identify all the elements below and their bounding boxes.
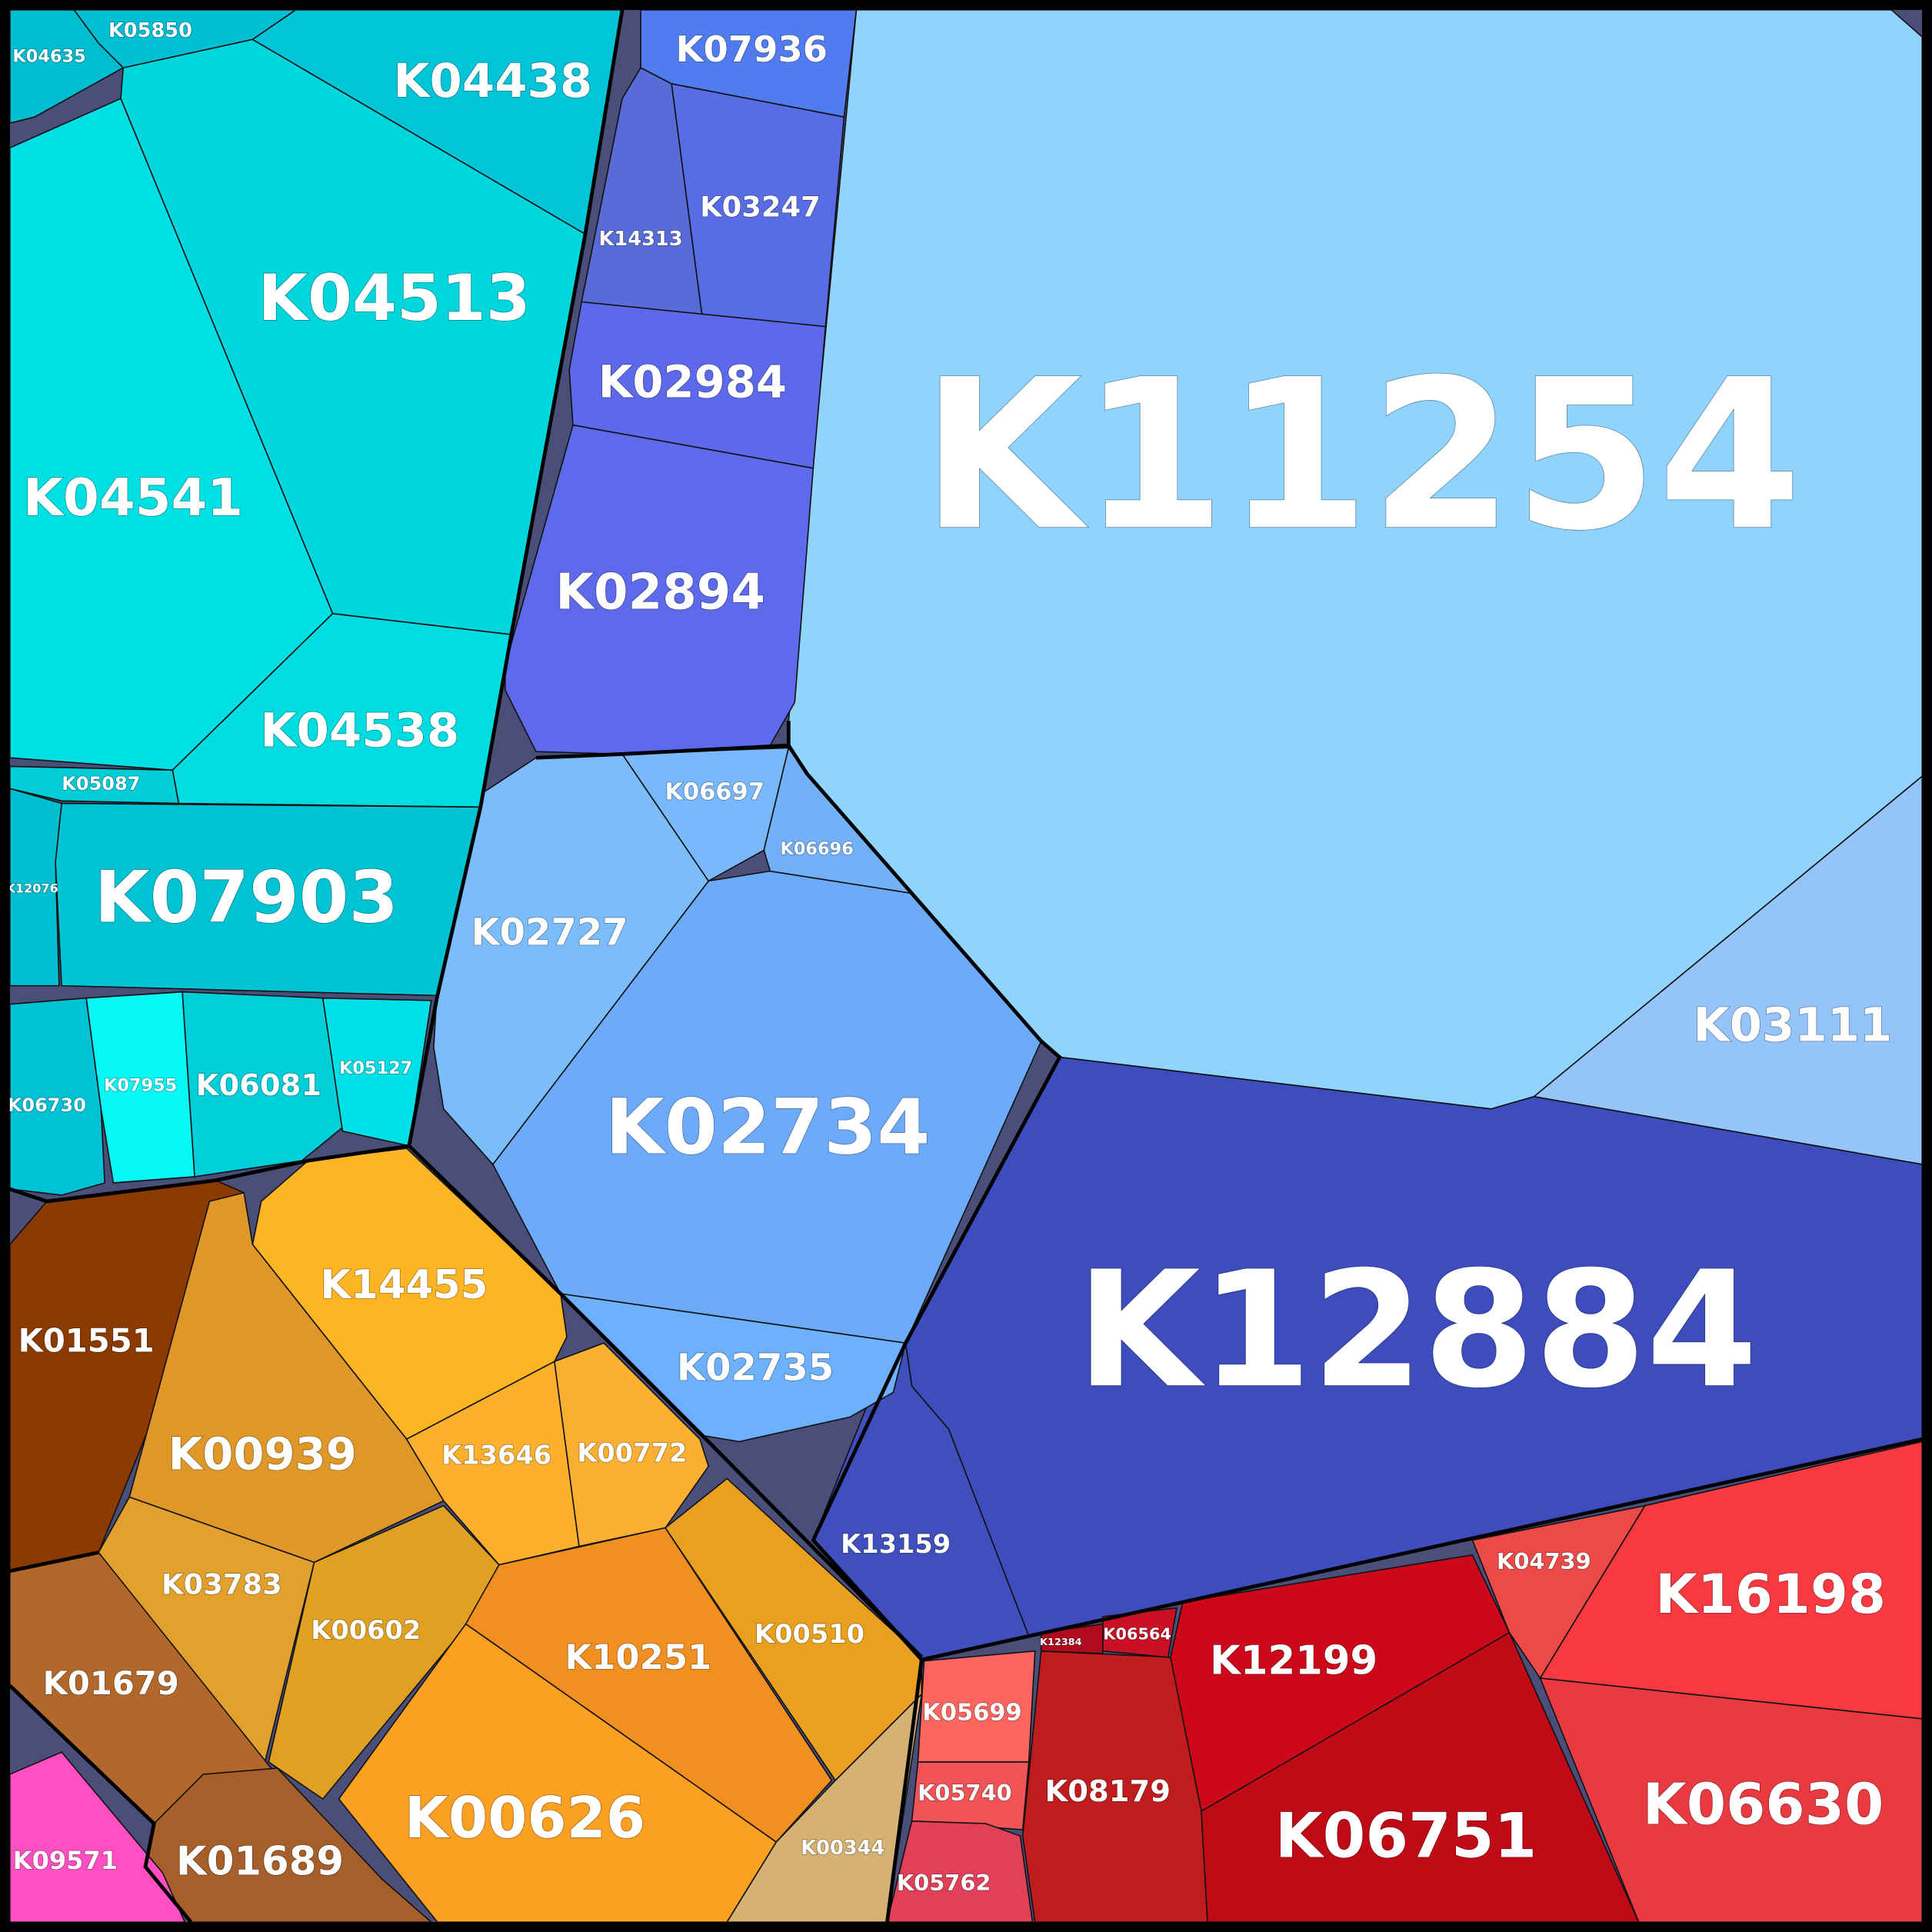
cell-label: K05127 xyxy=(339,1058,412,1078)
cell xyxy=(886,1820,1034,1923)
cell-label: K04635 xyxy=(12,47,85,67)
cell-label: K07936 xyxy=(675,28,828,70)
cell-label: K07955 xyxy=(104,1075,177,1095)
cell-label: K05762 xyxy=(897,1870,991,1896)
group-border xyxy=(8,1684,193,1924)
cell-label: K00602 xyxy=(311,1615,421,1645)
cell-label: K06564 xyxy=(1103,1624,1171,1643)
cell-label: K02894 xyxy=(555,565,765,621)
cell-label: K02727 xyxy=(471,911,628,954)
cell-label: K11254 xyxy=(921,335,1802,576)
cell-label: K06630 xyxy=(1643,1772,1884,1837)
cell-label: K05699 xyxy=(922,1699,1021,1726)
cell xyxy=(465,1527,833,1844)
group-border xyxy=(787,744,1923,1662)
group-border xyxy=(535,721,791,760)
cell-label: K01679 xyxy=(43,1664,179,1702)
cell-label: K02984 xyxy=(598,356,787,408)
cell-label: K03247 xyxy=(700,191,821,224)
cell-label: K08179 xyxy=(1044,1774,1171,1809)
cell-label: K02735 xyxy=(677,1346,834,1389)
cell-label: K14313 xyxy=(599,228,683,251)
cell-label: K00510 xyxy=(754,1619,864,1649)
cell-label: K06696 xyxy=(780,839,853,859)
cell-label: K01689 xyxy=(176,1839,344,1885)
cell-label: K01551 xyxy=(18,1322,155,1360)
cell-label: K04438 xyxy=(393,54,592,108)
cell-label: K13646 xyxy=(441,1441,551,1471)
cell-label: K12384 xyxy=(1040,1637,1082,1648)
group-border xyxy=(885,1659,924,1923)
cell-label: K02734 xyxy=(605,1083,930,1171)
cell-label: K04541 xyxy=(23,468,243,528)
cell-label: K00344 xyxy=(801,1837,884,1860)
cell-label: K14455 xyxy=(320,1262,488,1308)
cell-label: K04739 xyxy=(1497,1548,1591,1574)
cells xyxy=(9,9,1923,1923)
cell xyxy=(85,991,195,1184)
cell-label: K10251 xyxy=(565,1637,711,1677)
group-border xyxy=(407,9,625,1147)
cell-label: K06730 xyxy=(8,1094,86,1116)
cell xyxy=(665,1477,923,1782)
labels: K11254 K03111 K12884 K13159 K02734 K02727 K066… xyxy=(5,18,1893,1896)
cell-label: K04538 xyxy=(260,704,459,758)
cell xyxy=(128,1191,445,1564)
cell-label: K16198 xyxy=(1655,1563,1886,1626)
cell xyxy=(182,991,344,1178)
cell-label: K06697 xyxy=(665,779,764,806)
group-border xyxy=(9,1144,924,1659)
cell-label: K06751 xyxy=(1275,1800,1537,1872)
cell-label: K12884 xyxy=(1076,1237,1757,1424)
cell-label: K00626 xyxy=(405,1786,645,1851)
cell-label: K07903 xyxy=(95,855,398,938)
cell-label: K12199 xyxy=(1210,1638,1377,1684)
cell xyxy=(554,1342,710,1547)
cell-label: K03783 xyxy=(162,1568,282,1601)
cell-label: K00772 xyxy=(577,1437,687,1467)
cell-label: K06081 xyxy=(196,1068,322,1103)
group-border xyxy=(9,1551,99,1573)
cell-label: K13159 xyxy=(841,1529,951,1559)
cell-label: K05850 xyxy=(108,19,192,42)
cell-label: K05087 xyxy=(62,773,140,794)
cell-label: K05740 xyxy=(918,1780,1012,1806)
cell-label: K03111 xyxy=(1694,998,1893,1052)
cell-label: K12076 xyxy=(6,881,58,896)
cell-label: K00939 xyxy=(168,1427,357,1480)
cell-label: K04513 xyxy=(258,261,530,335)
cell-label: K09571 xyxy=(13,1846,118,1875)
